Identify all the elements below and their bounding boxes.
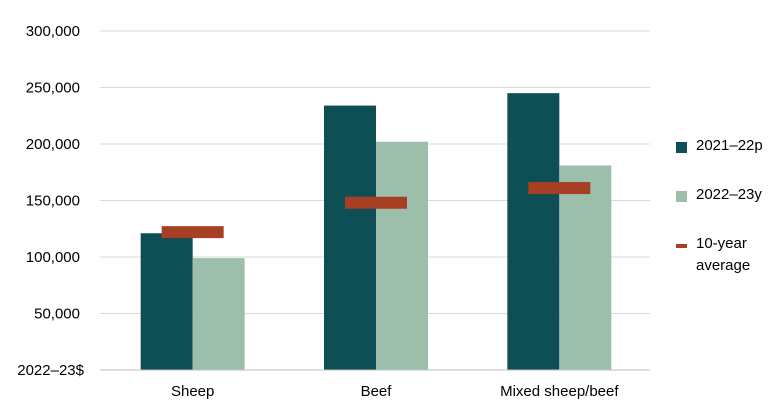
y-tick-label: 250,000 — [26, 80, 80, 97]
x-category-label: Sheep — [171, 383, 214, 400]
legend-item-2022-23y: 2022–23y — [676, 186, 762, 206]
legend-label: 2021–22p — [696, 137, 763, 154]
bar-mixed-sheep-beef-series-1 — [507, 93, 560, 371]
y-tick-label: 150,000 — [26, 193, 80, 210]
legend-swatch-2022-23y — [676, 191, 687, 202]
y-tick-label: 200,000 — [26, 136, 80, 153]
marker-10-year-average — [161, 226, 224, 239]
y-tick-label: 100,000 — [26, 249, 80, 266]
y-tick-labels: 50,000 100,000 150,000 200,000 250,000 300,00… — [26, 23, 80, 323]
x-category-label: Mixed sheep/beef — [500, 383, 619, 400]
legend-dash-10-year-average — [676, 244, 687, 248]
legend-item-10-year-average: 10-year average — [676, 235, 766, 277]
y-tick-label: 50,000 — [34, 306, 80, 323]
legend-item-2021-22p: 2021–22p — [676, 137, 763, 157]
bar-beef-series-2 — [376, 141, 428, 370]
bar-sheep-series-2 — [192, 258, 245, 370]
y-tick-label: 300,000 — [26, 23, 80, 40]
marker-10-year-average — [528, 182, 591, 195]
marker-10-year-average — [345, 196, 407, 209]
x-category-label: Beef — [361, 383, 393, 400]
bar-mixed-sheep-beef-series-2 — [559, 165, 612, 370]
legend-swatch-2021-22p — [676, 142, 687, 153]
bar-sheep-series-1 — [140, 233, 193, 370]
y-unit-label: 2022–23$ — [17, 362, 84, 379]
legend-label: 10-year average — [696, 235, 751, 274]
bar-beef-series-1 — [324, 105, 376, 370]
average-markers — [161, 182, 591, 239]
x-category-labels: Sheep Beef Mixed sheep/beef — [171, 383, 619, 400]
legend-label: 2022–23y — [696, 186, 762, 203]
bars — [140, 93, 612, 371]
